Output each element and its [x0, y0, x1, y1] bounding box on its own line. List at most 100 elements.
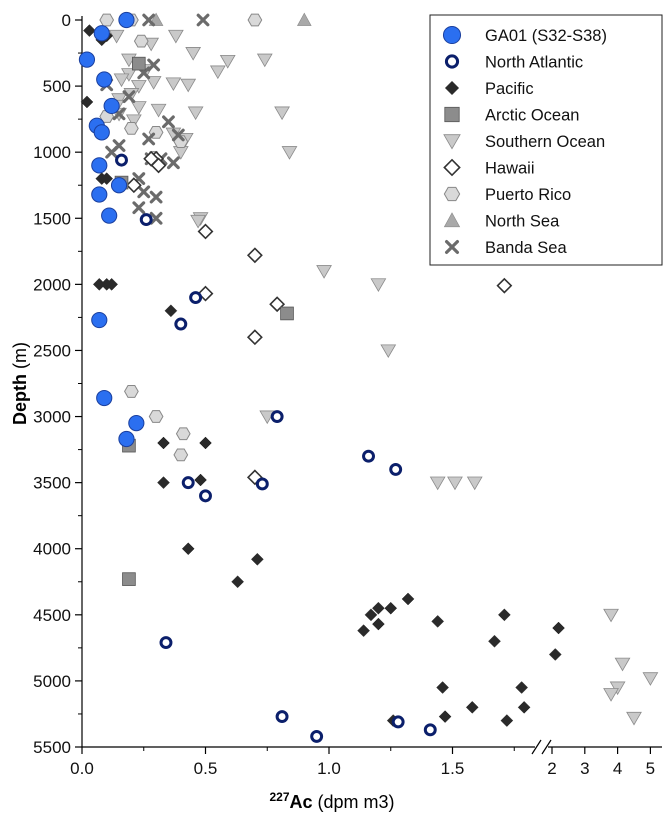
data-point-southern-ocean [219, 54, 236, 69]
data-point-north-atlantic [391, 715, 405, 729]
data-point-pacific [157, 436, 170, 450]
data-point-pacific [517, 700, 531, 714]
y-tick-label: 5500 [33, 738, 71, 757]
data-point-puerto-rico [124, 385, 139, 398]
legend-label-banda-sea: Banda Sea [485, 239, 567, 257]
data-point-banda-sea-stroke [162, 115, 175, 129]
data-point-ga01-s32-s38 [91, 311, 108, 329]
data-point-southern-ocean [130, 80, 147, 94]
data-point-pacific [465, 700, 479, 714]
data-point-puerto-rico [99, 13, 115, 27]
data-point-ga01-s32-s38 [118, 430, 135, 448]
legend-label-arctic-ocean: Arctic Ocean [485, 107, 579, 125]
data-point-pacific [105, 278, 118, 291]
data-point-hawaii [246, 469, 263, 486]
data-point-southern-ocean [429, 476, 446, 491]
x-tick-label: 1.0 [317, 759, 341, 778]
data-point-pacific [436, 681, 449, 694]
data-point-north-atlantic [389, 462, 403, 476]
legend: GA01 (S32-S38) North Atlantic Pacific Arcti… [429, 14, 663, 266]
data-point-southern-ocean [108, 29, 125, 44]
data-point-north-atlantic [139, 213, 153, 227]
data-point-pacific [515, 681, 529, 694]
data-point-banda-sea [105, 145, 119, 159]
data-point-southern-ocean [609, 681, 626, 696]
y-axis-label-main: Depth [10, 369, 30, 425]
legend-marker-north-sea [443, 212, 461, 228]
data-point-ga01-s32-s38 [101, 207, 118, 224]
data-point-hawaii [246, 329, 263, 346]
data-point-north-atlantic [199, 489, 212, 503]
data-point-banda-sea-stroke [142, 132, 156, 146]
series-banda-sea [100, 13, 210, 225]
data-point-southern-ocean [380, 344, 397, 359]
legend-marker-pacific [444, 80, 460, 96]
y-tick-label: 4500 [33, 606, 71, 625]
series-north-atlantic [115, 153, 437, 743]
data-point-banda-sea [132, 201, 146, 215]
data-point-pacific [181, 542, 195, 556]
legend-label-north-atlantic: North Atlantic [485, 54, 583, 72]
data-point-southern-ocean [466, 476, 483, 491]
data-point-southern-ocean [180, 78, 197, 93]
series-north-sea [148, 12, 312, 26]
data-point-southern-ocean [130, 101, 147, 115]
data-point-banda-sea-stroke [112, 107, 126, 121]
legend-marker-ga01-s32-s38 [442, 25, 462, 45]
data-point-southern-ocean [316, 265, 332, 279]
legend-marker-banda-sea-stroke [445, 240, 459, 254]
legend-label-southern-ocean: Southern Ocean [485, 133, 605, 151]
data-point-southern-ocean [165, 77, 182, 92]
y-tick-label: 1000 [33, 143, 71, 162]
data-point-north-atlantic [115, 153, 128, 167]
data-point-pacific [231, 575, 244, 589]
data-point-banda-sea-stroke [142, 13, 156, 27]
y-tick-label: 2500 [33, 341, 71, 360]
data-point-ga01-s32-s38 [91, 157, 108, 174]
data-point-ga01-s32-s38 [93, 124, 110, 141]
data-point-ga01-s32-s38 [78, 51, 96, 68]
data-point-hawaii [125, 177, 142, 194]
data-point-north-atlantic [270, 410, 284, 424]
x-tick-label: 0.0 [70, 759, 94, 778]
x-axis-label-superscript: 227 [269, 790, 289, 804]
data-point-arctic-ocean [280, 306, 294, 321]
data-point-pacific [357, 624, 370, 638]
data-point-pacific [364, 608, 378, 622]
data-point-southern-ocean [145, 76, 162, 90]
data-point-pacific [251, 552, 264, 566]
data-point-banda-sea-stroke [132, 201, 146, 215]
y-tick-label: 4000 [33, 540, 71, 559]
data-point-ga01-s32-s38 [96, 389, 113, 407]
data-point-southern-ocean [167, 29, 184, 44]
data-point-pacific [498, 608, 511, 622]
data-point-north-atlantic [174, 317, 188, 331]
data-point-southern-ocean [281, 146, 298, 160]
data-point-banda-sea-stroke [147, 58, 161, 72]
data-point-north-atlantic [310, 729, 324, 743]
data-point-pacific [164, 304, 178, 318]
data-point-southern-ocean [642, 672, 659, 686]
data-point-southern-ocean [274, 106, 290, 121]
legend-marker-hawaii [443, 158, 461, 177]
data-point-southern-ocean [190, 214, 206, 229]
data-point-southern-ocean [187, 106, 204, 121]
data-point-banda-sea-stroke [105, 145, 119, 159]
data-point-pacific [384, 601, 398, 615]
data-point-north-atlantic [275, 710, 289, 724]
data-point-north-atlantic [255, 477, 269, 491]
data-point-banda-sea-stroke [122, 90, 136, 104]
data-point-southern-ocean [370, 278, 387, 292]
data-point-pacific [194, 473, 207, 487]
data-point-hawaii [197, 223, 214, 240]
data-point-pacific [488, 634, 501, 648]
data-point-north-atlantic [362, 449, 375, 463]
data-point-pacific [100, 172, 114, 185]
data-point-hawaii [496, 277, 513, 294]
data-point-banda-sea [149, 190, 163, 204]
data-point-north-atlantic [159, 636, 173, 650]
data-point-arctic-ocean [122, 572, 136, 586]
data-point-ga01-s32-s38 [96, 71, 113, 88]
x-tick-label: 1.5 [441, 759, 465, 778]
